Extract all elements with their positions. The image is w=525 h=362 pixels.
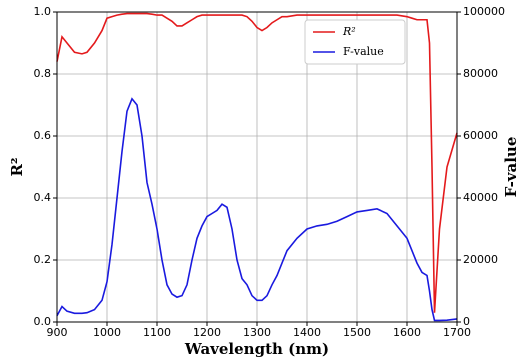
y2-axis-label: F-value — [502, 137, 520, 198]
legend-label: F-value — [343, 45, 384, 58]
x-axis-label: Wavelength (nm) — [184, 340, 329, 358]
x-tick-label: 1300 — [243, 326, 271, 339]
y-tick-label: 0.4 — [34, 191, 52, 204]
x-tick-label: 1200 — [193, 326, 221, 339]
y-tick-label: 1.0 — [34, 5, 52, 18]
x-tick-label: 1400 — [293, 326, 321, 339]
y2-tick-label: 0 — [463, 315, 470, 328]
x-tick-label: 1500 — [343, 326, 371, 339]
x-tick-label: 1000 — [93, 326, 121, 339]
y2-tick-label: 40000 — [463, 191, 498, 204]
plot-frame — [56, 11, 458, 323]
x-tick-label: 900 — [47, 326, 68, 339]
y2-tick-label: 60000 — [463, 129, 498, 142]
data-line — [56, 97, 458, 322]
x-tick-label: 1100 — [143, 326, 171, 339]
legend-box — [304, 19, 406, 65]
y2-tick-label: 20000 — [463, 253, 498, 266]
data-line — [56, 12, 458, 313]
y-tick-label: 0.0 — [34, 315, 52, 328]
y-tick-label: 0.8 — [34, 67, 52, 80]
x-tick-label: 1700 — [443, 326, 471, 339]
y-axis-label: R² — [8, 157, 26, 176]
legend-label: R² — [342, 25, 356, 38]
x-tick-label: 1600 — [393, 326, 421, 339]
y2-tick-label: 80000 — [463, 67, 498, 80]
y-tick-label: 0.6 — [34, 129, 52, 142]
y-tick-label: 0.2 — [34, 253, 52, 266]
y2-tick-label: 100000 — [463, 5, 505, 18]
